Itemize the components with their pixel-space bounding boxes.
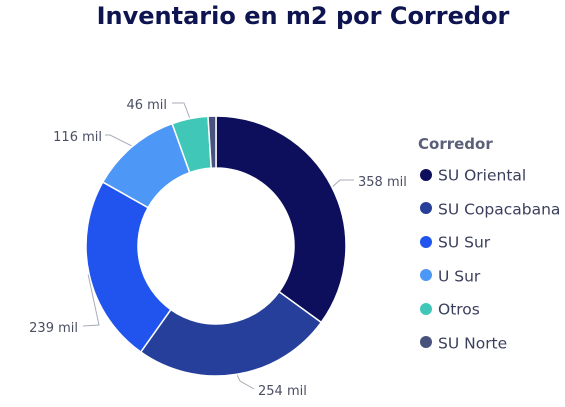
legend-marker-icon: [420, 168, 432, 181]
legend-label: Otros: [438, 300, 480, 319]
legend-item-su-copacabana[interactable]: SU Copacabana: [420, 198, 560, 232]
leader-line-u-sur: [105, 134, 132, 147]
legend: SU Oriental SU Copacabana SU Sur U Sur Otros…: [420, 164, 560, 366]
data-label-otros: 46 mil: [126, 98, 167, 113]
legend-label: U Sur: [438, 267, 481, 286]
slice-su-copacabana[interactable]: [139, 290, 323, 377]
data-label-u-sur: 116 mil: [53, 130, 102, 145]
legend-label: SU Oriental: [438, 166, 527, 185]
slice-su-norte[interactable]: [207, 115, 217, 169]
legend-label: SU Sur: [438, 233, 491, 252]
legend-marker-icon: [420, 269, 432, 282]
chart-title: Inventario en m2 por Corredor: [96, 2, 510, 30]
slices-group: [85, 115, 347, 377]
legend-item-su-norte[interactable]: SU Norte: [420, 332, 560, 366]
data-label-su-oriental: 358 mil: [358, 175, 407, 190]
slice-su-oriental[interactable]: [215, 115, 347, 324]
legend-marker-icon: [420, 302, 432, 315]
data-labels-group: 358 mil 254 mil 239 mil 116 mil 46 mil: [29, 98, 407, 399]
legend-title: Corredor: [418, 135, 493, 153]
legend-item-u-sur[interactable]: U Sur: [420, 265, 560, 299]
leader-line-otros: [172, 102, 191, 118]
legend-item-su-oriental[interactable]: SU Oriental: [420, 164, 560, 198]
leader-line-su-copacabana: [236, 375, 255, 390]
legend-label: SU Norte: [438, 334, 508, 353]
legend-marker-icon: [420, 235, 432, 248]
legend-label: SU Copacabana: [438, 200, 561, 219]
legend-marker-icon: [420, 336, 432, 349]
slice-su-sur[interactable]: [85, 181, 172, 354]
legend-item-otros[interactable]: Otros: [420, 298, 560, 332]
legend-item-su-sur[interactable]: SU Sur: [420, 231, 560, 265]
data-label-su-copacabana: 254 mil: [258, 384, 307, 399]
data-label-su-sur: 239 mil: [29, 321, 78, 336]
legend-marker-icon: [420, 202, 432, 215]
leader-line-su-oriental: [332, 179, 354, 187]
leader-line-su-sur: [82, 274, 100, 327]
